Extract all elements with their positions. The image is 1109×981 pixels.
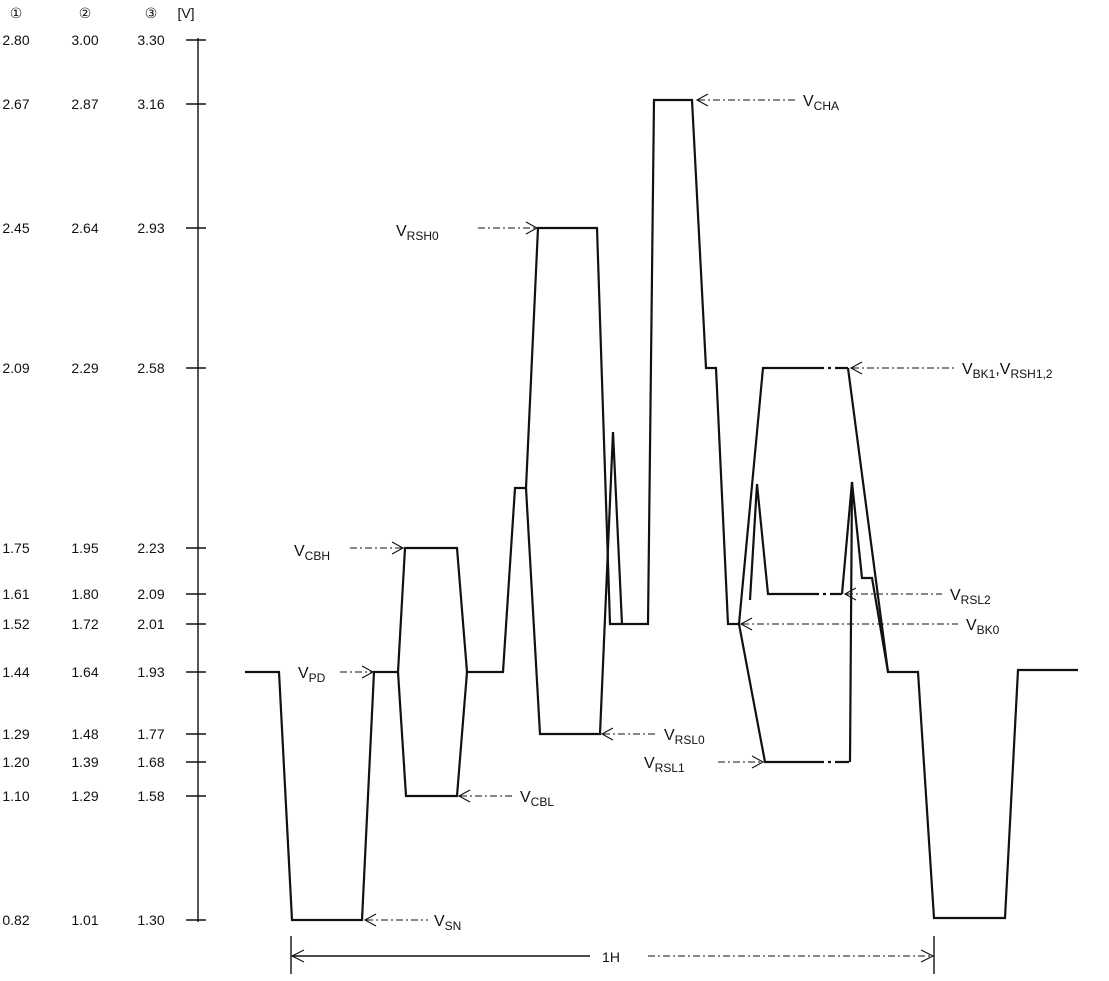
voltage-value-col1: 0.82 (2, 912, 29, 928)
voltage-value-col1: 2.67 (2, 96, 29, 112)
voltage-value-col2: 1.39 (71, 754, 98, 770)
voltage-tick-labels: 2.80 3.00 3.30 2.67 2.87 3.16 2.45 2.64 2.93 2.09… (2, 32, 164, 928)
voltage-value-col3: 2.09 (137, 586, 164, 602)
label-v-rsl1: VRSL1 (644, 755, 685, 775)
waveform-right-rsl2-end (840, 481, 890, 673)
voltage-value-col1: 1.20 (2, 754, 29, 770)
column-3-header: ③ (145, 5, 158, 21)
voltage-value-col1: 1.61 (2, 586, 29, 602)
label-v-rsl2: VRSL2 (950, 587, 991, 607)
leader-bk0 (739, 617, 958, 631)
period-arrow-left (290, 949, 305, 963)
voltage-value-col1: 1.52 (2, 616, 29, 632)
voltage-value-col2: 1.01 (71, 912, 98, 928)
label-v-sn: VSN (434, 913, 461, 933)
unit-header: [V] (177, 5, 194, 21)
leader-cbl (457, 789, 514, 803)
waveform-main (245, 98, 810, 922)
voltage-value-col3: 3.30 (137, 32, 164, 48)
voltage-value-col3: 1.58 (137, 788, 164, 804)
period-arrow-right (920, 949, 935, 963)
voltage-value-col2: 2.87 (71, 96, 98, 112)
leader-rsl2 (843, 587, 942, 601)
voltage-value-col2: 1.80 (71, 586, 98, 602)
label-v-pd: VPD (298, 665, 326, 685)
leader-cbh (350, 541, 405, 555)
leader-pd (340, 665, 375, 679)
voltage-value-col3: 1.68 (137, 754, 164, 770)
voltage-value-col2: 1.72 (71, 616, 98, 632)
voltage-value-col2: 2.64 (71, 220, 98, 236)
voltage-value-col1: 2.80 (2, 32, 29, 48)
voltage-value-col1: 1.44 (2, 664, 29, 680)
voltage-value-col3: 1.30 (137, 912, 164, 928)
column-1-header: ① (10, 5, 23, 21)
voltage-value-col3: 2.93 (137, 220, 164, 236)
label-v-cha: VCHA (803, 93, 839, 113)
label-v-rsh0: VRSH0 (396, 223, 439, 243)
column-2-header: ② (79, 5, 92, 21)
voltage-value-col1: 2.45 (2, 220, 29, 236)
voltage-value-col2: 2.29 (71, 360, 98, 376)
voltage-value-col3: 2.01 (137, 616, 164, 632)
period-label: 1H (602, 949, 620, 965)
waveform-right-rsl1-end (848, 481, 854, 763)
voltage-value-col1: 1.29 (2, 726, 29, 742)
leader-rsl0 (600, 727, 658, 741)
voltage-value-col1: 1.75 (2, 540, 29, 556)
voltage-value-col1: 2.09 (2, 360, 29, 376)
voltage-value-col3: 1.77 (137, 726, 164, 742)
voltage-value-col2: 1.48 (71, 726, 98, 742)
period-dimension: 1H (290, 936, 935, 974)
leader-bk1 (849, 361, 956, 375)
voltage-value-col3: 3.16 (137, 96, 164, 112)
leader-cha (695, 93, 795, 107)
axis-ticks (186, 39, 206, 921)
voltage-value-col3: 2.23 (137, 540, 164, 556)
waveform-rsl0-branch (524, 431, 624, 736)
column-header: ① ② ③ [V] (10, 5, 195, 21)
waveform-right-rsl2-start (748, 483, 805, 601)
label-v-cbl: VCBL (520, 789, 554, 809)
leader-rsh0 (478, 221, 539, 235)
label-v-bk1-rsh12: VBK1,VRSH1,2 (962, 361, 1053, 381)
leader-sn (363, 913, 428, 927)
voltage-value-col3: 1.93 (137, 664, 164, 680)
label-v-rsl0: VRSL0 (664, 727, 705, 747)
voltage-value-col2: 1.29 (71, 788, 98, 804)
voltage-value-col3: 2.58 (137, 360, 164, 376)
voltage-value-col2: 1.64 (71, 664, 98, 680)
waveform-right-rsl1 (737, 623, 810, 764)
voltage-value-col2: 1.95 (71, 540, 98, 556)
leader-rsl1 (718, 755, 765, 769)
label-v-cbh: VCBH (294, 543, 330, 563)
voltage-value-col2: 3.00 (71, 32, 98, 48)
waveform-cb-low-branch (396, 671, 469, 798)
voltage-value-col1: 1.10 (2, 788, 29, 804)
label-v-bk0: VBK0 (966, 617, 1000, 637)
